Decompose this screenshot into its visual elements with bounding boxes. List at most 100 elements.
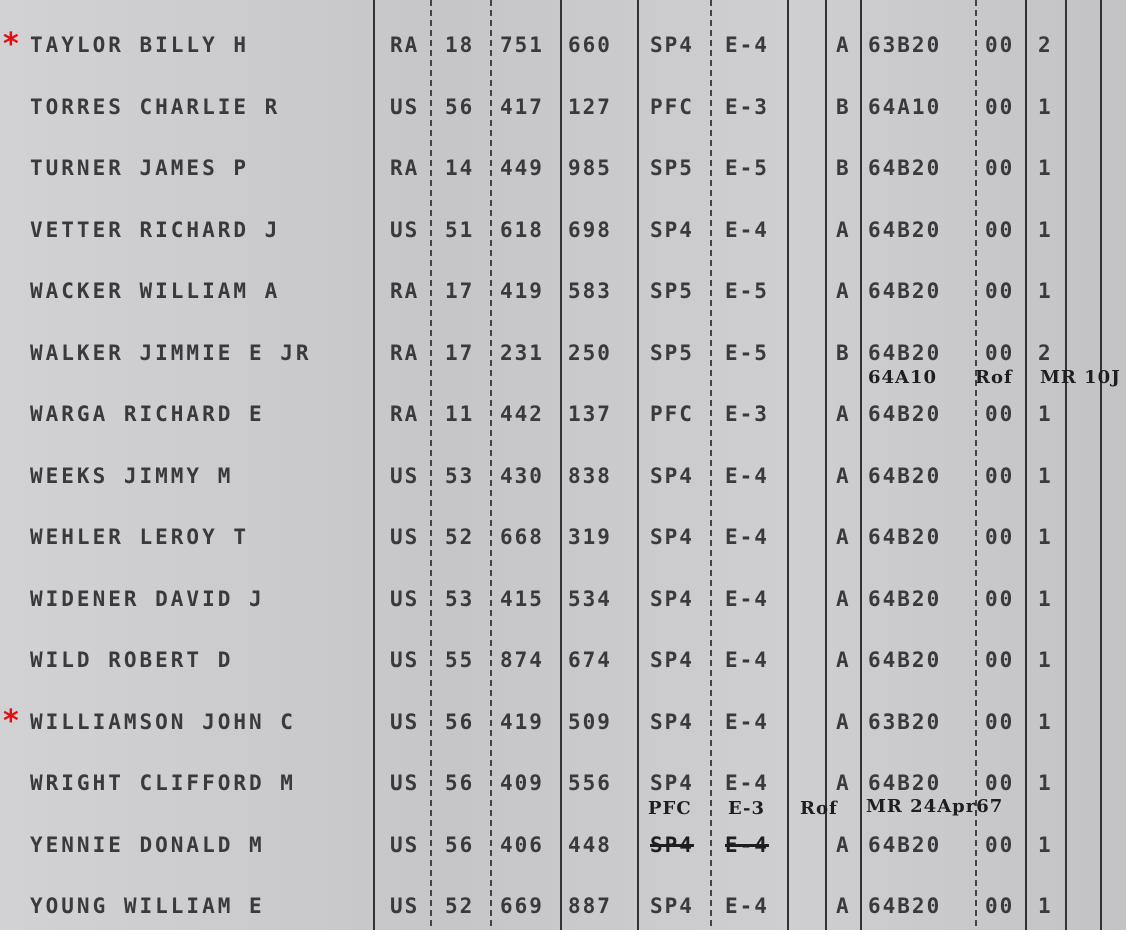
serial-part-3: 660 bbox=[568, 33, 612, 57]
code-cell: A bbox=[836, 279, 851, 303]
code-cell: A bbox=[836, 894, 851, 918]
service-cell: US bbox=[390, 771, 420, 795]
rank-cell: SP4 bbox=[650, 894, 694, 918]
serial-part-2: 415 bbox=[500, 586, 544, 611]
serial-part-1: 56 bbox=[445, 832, 475, 857]
count-cell: 1 bbox=[1038, 832, 1053, 857]
count-cell: 1 bbox=[1038, 156, 1053, 180]
serial-part-3: 838 bbox=[568, 463, 612, 488]
serial-part-3: 556 bbox=[568, 771, 612, 795]
mos-cell: 64B20 bbox=[868, 648, 942, 672]
serial-part-3: 250 bbox=[568, 340, 612, 365]
name-cell: WARGA RICHARD E bbox=[30, 402, 265, 426]
mos-cell: 64B20 bbox=[868, 525, 942, 549]
column-rule bbox=[1100, 0, 1102, 930]
name-cell: WILLIAMSON JOHN C bbox=[30, 709, 296, 734]
serial-part-1: 17 bbox=[445, 340, 475, 365]
service-cell: US bbox=[390, 709, 420, 734]
mos-cell: 64B20 bbox=[868, 402, 942, 426]
column-rule bbox=[787, 0, 789, 930]
rank-cell: SP5 bbox=[650, 340, 694, 365]
code-cell: A bbox=[836, 648, 851, 672]
column-rule bbox=[1065, 0, 1067, 930]
annotation-yennie-rank: PFC bbox=[648, 798, 692, 819]
serial-part-3: 534 bbox=[568, 586, 612, 611]
serial-part-2: 430 bbox=[500, 463, 544, 488]
service-cell: RA bbox=[390, 279, 420, 303]
serial-part-2: 751 bbox=[500, 33, 544, 57]
grade-cell: E-5 bbox=[725, 279, 769, 303]
serial-part-1: 56 bbox=[445, 771, 475, 795]
status-cell: 00 bbox=[985, 771, 1015, 795]
service-cell: US bbox=[390, 525, 420, 549]
column-rule bbox=[710, 0, 712, 930]
serial-part-1: 56 bbox=[445, 94, 475, 119]
count-cell: 1 bbox=[1038, 894, 1053, 918]
status-cell: 00 bbox=[985, 463, 1015, 488]
annotation-walker-ref: Rof bbox=[975, 367, 1013, 388]
name-cell: TAYLOR BILLY H bbox=[30, 33, 250, 57]
service-cell: US bbox=[390, 586, 420, 611]
serial-part-2: 406 bbox=[500, 832, 544, 857]
mos-cell: 64B20 bbox=[868, 217, 942, 242]
grade-cell: E-3 bbox=[725, 402, 769, 426]
status-cell: 00 bbox=[985, 586, 1015, 611]
service-cell: US bbox=[390, 463, 420, 488]
column-rule bbox=[825, 0, 827, 930]
serial-part-2: 618 bbox=[500, 217, 544, 242]
grade-cell: E-4 bbox=[725, 525, 769, 549]
serial-part-1: 11 bbox=[445, 402, 475, 426]
asterisk-marker: * bbox=[3, 27, 19, 62]
grade-cell: E-4 bbox=[725, 217, 769, 242]
count-cell: 1 bbox=[1038, 402, 1053, 426]
status-cell: 00 bbox=[985, 709, 1015, 734]
service-cell: US bbox=[390, 832, 420, 857]
rank-cell: SP4 bbox=[650, 33, 694, 57]
serial-part-2: 669 bbox=[500, 894, 544, 918]
grade-cell: E-4 bbox=[725, 832, 769, 857]
serial-part-1: 53 bbox=[445, 463, 475, 488]
service-cell: US bbox=[390, 217, 420, 242]
serial-part-2: 668 bbox=[500, 525, 544, 549]
name-cell: WALKER JIMMIE E JR bbox=[30, 340, 312, 365]
status-cell: 00 bbox=[985, 894, 1015, 918]
name-cell: TURNER JAMES P bbox=[30, 156, 250, 180]
serial-part-3: 137 bbox=[568, 402, 612, 426]
rank-cell: PFC bbox=[650, 402, 694, 426]
grade-cell: E-4 bbox=[725, 894, 769, 918]
rank-cell: SP5 bbox=[650, 156, 694, 180]
name-cell: WACKER WILLIAM A bbox=[30, 279, 281, 303]
code-cell: A bbox=[836, 217, 851, 242]
grade-cell: E-4 bbox=[725, 709, 769, 734]
count-cell: 1 bbox=[1038, 94, 1053, 119]
annotation-walker-mos: 64A10 bbox=[868, 367, 938, 388]
column-rule bbox=[490, 0, 492, 930]
serial-part-1: 56 bbox=[445, 709, 475, 734]
count-cell: 1 bbox=[1038, 771, 1053, 795]
serial-part-1: 17 bbox=[445, 279, 475, 303]
grade-cell: E-5 bbox=[725, 156, 769, 180]
name-cell: WEHLER LEROY T bbox=[30, 525, 250, 549]
mos-cell: 64A10 bbox=[868, 94, 942, 119]
serial-part-1: 52 bbox=[445, 894, 475, 918]
serial-part-1: 18 bbox=[445, 33, 475, 57]
rank-cell: PFC bbox=[650, 94, 694, 119]
code-cell: B bbox=[836, 340, 851, 365]
serial-part-2: 442 bbox=[500, 402, 544, 426]
service-cell: US bbox=[390, 894, 420, 918]
rank-cell: SP4 bbox=[650, 217, 694, 242]
column-rule bbox=[975, 0, 977, 930]
serial-part-3: 674 bbox=[568, 648, 612, 672]
mos-cell: 64B20 bbox=[868, 463, 942, 488]
count-cell: 2 bbox=[1038, 340, 1053, 365]
name-cell: VETTER RICHARD J bbox=[30, 217, 281, 242]
code-cell: A bbox=[836, 402, 851, 426]
annotation-yennie-grade: E-3 bbox=[728, 798, 766, 819]
serial-part-2: 417 bbox=[500, 94, 544, 119]
annotation-yennie-ref: Rof bbox=[800, 798, 838, 819]
code-cell: A bbox=[836, 525, 851, 549]
code-cell: A bbox=[836, 586, 851, 611]
service-cell: US bbox=[390, 648, 420, 672]
code-cell: A bbox=[836, 771, 851, 795]
